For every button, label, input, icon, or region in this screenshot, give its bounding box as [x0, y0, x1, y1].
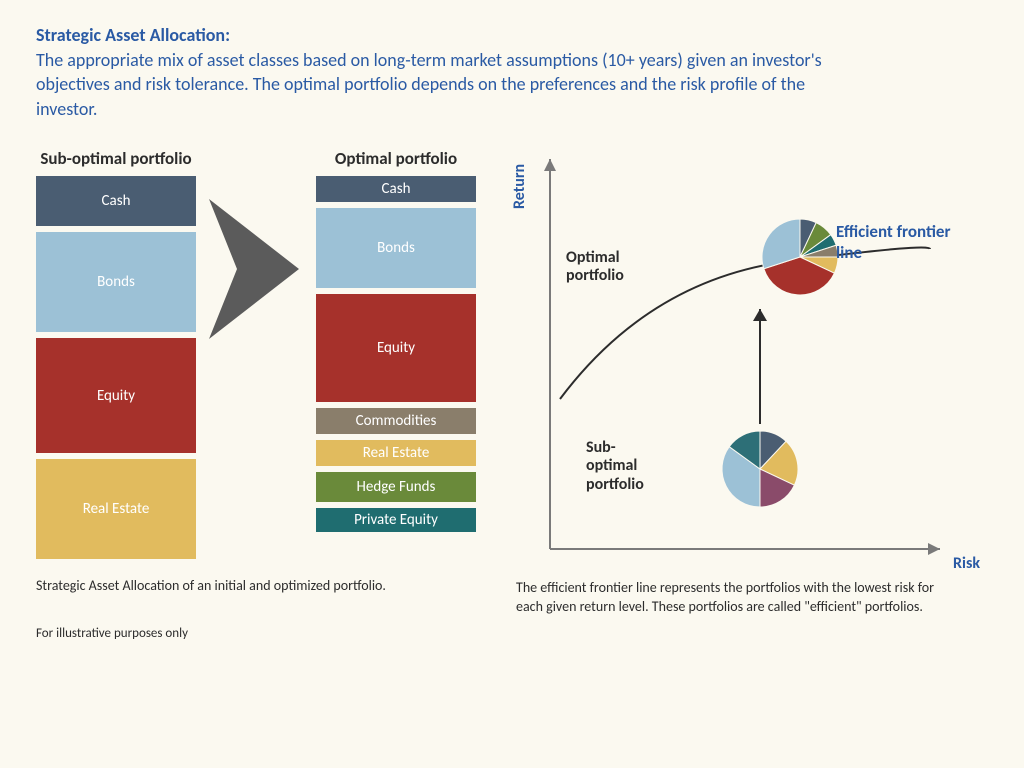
- stack-segment: Real Estate: [36, 459, 196, 559]
- y-axis-label: Return: [510, 164, 529, 209]
- transition-arrow-icon: [201, 189, 311, 349]
- left-caption: Strategic Asset Allocation of an initial…: [36, 577, 496, 594]
- stack-segment: Equity: [316, 294, 476, 402]
- stack-segment: Hedge Funds: [316, 472, 476, 502]
- arrow-col: [196, 149, 316, 349]
- optimal-stack: Cash BondsEquity Commodities Real Estate Hed…: [316, 176, 476, 532]
- efficient-frontier-label: Efficient frontier line: [836, 221, 956, 263]
- right-panel: Return Risk Optimalportfolio Sub-optimal…: [516, 149, 988, 642]
- left-footnote: For illustrative purposes only: [36, 626, 496, 641]
- suboptimal-title: Sub-optimal portfolio: [36, 149, 196, 169]
- suboptimal-stack: Cash BondsEquityReal Estate: [36, 176, 196, 559]
- stack-segment: Bonds: [36, 232, 196, 332]
- suboptimal-pie-label: Sub-optimalportfolio: [586, 439, 676, 494]
- chart-svg: [530, 149, 950, 569]
- stack-segment: Real Estate: [316, 440, 476, 466]
- stack-segment: Cash: [36, 176, 196, 226]
- left-panel: Sub-optimal portfolio CashBondsEquityRea…: [36, 149, 496, 642]
- content-row: Sub-optimal portfolio CashBondsEquityRea…: [36, 149, 988, 642]
- page-description: The appropriate mix of asset classes bas…: [36, 48, 866, 121]
- efficient-frontier-chart: Return Risk Optimalportfolio Sub-optimal…: [516, 149, 956, 569]
- stack-segment: Equity: [36, 338, 196, 453]
- stack-segment: Commodities: [316, 408, 476, 434]
- optimal-pie-label: Optimalportfolio: [566, 249, 656, 286]
- stack-segment: Cash: [316, 176, 476, 202]
- x-axis-label: Risk: [953, 554, 980, 573]
- right-caption: The efficient frontier line represents t…: [516, 579, 946, 617]
- stack-segment: Private Equity: [316, 508, 476, 532]
- optimal-stack-col: Optimal portfolio Cash BondsEquity Commodi…: [316, 149, 476, 533]
- suboptimal-stack-col: Sub-optimal portfolio Cash BondsEquityRea…: [36, 149, 196, 560]
- stack-segment: Bonds: [316, 208, 476, 288]
- optimal-title: Optimal portfolio: [316, 149, 476, 169]
- page-title: Strategic Asset Allocation:: [36, 24, 988, 46]
